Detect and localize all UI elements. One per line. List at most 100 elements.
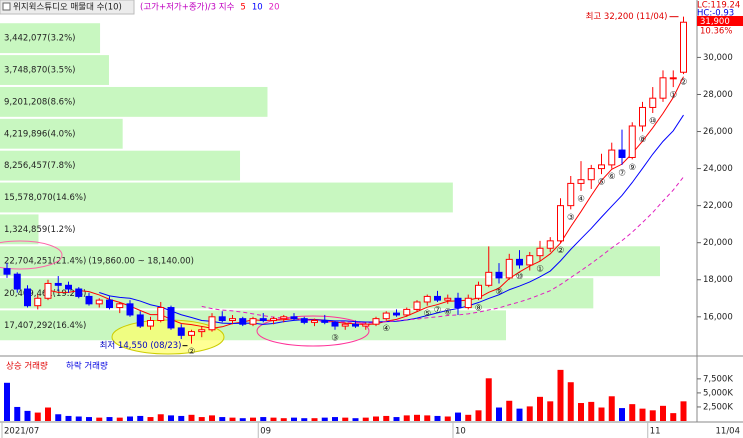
volume-bar (414, 414, 420, 421)
price-change: 10.36% (700, 27, 732, 37)
rank-marker: ③ (331, 333, 339, 343)
candle-body (475, 284, 482, 299)
volume-bar (383, 415, 390, 421)
candle-body (618, 149, 626, 158)
rank-marker: ④ (382, 324, 390, 334)
highlight (256, 315, 370, 347)
legend-entry: 5 (240, 3, 245, 13)
candle-body (526, 255, 534, 266)
profile-bar (0, 86, 268, 117)
last-date: 11/04 (716, 427, 741, 437)
volume-bar (301, 418, 308, 421)
candle-body (85, 295, 93, 305)
rank-marker: ① (669, 91, 677, 101)
candle-body (136, 314, 144, 327)
candle-body (464, 297, 472, 309)
volume-bar (660, 405, 666, 421)
volume-bar (475, 410, 482, 421)
volume-bar (106, 417, 113, 421)
volume-bar (680, 401, 687, 421)
volume-bar (373, 416, 379, 421)
candle-body (229, 318, 236, 322)
volume-bar (14, 406, 21, 421)
candle-body (167, 307, 175, 329)
candle-body (536, 247, 544, 257)
volume-bar (157, 414, 164, 421)
lc-label: LC:119.24 (697, 1, 740, 11)
volume-bar (649, 410, 656, 421)
candle-body (331, 321, 339, 327)
candle-body (516, 258, 523, 266)
rank-marker: ④ (577, 194, 585, 204)
volume-bar (137, 415, 144, 421)
volume-bar (588, 401, 595, 421)
rank-marker: ⑥ (444, 307, 452, 317)
volume-bar (670, 413, 677, 421)
legend-entry: 20 (269, 3, 280, 13)
candle-body (24, 288, 31, 307)
candle-body (362, 323, 370, 327)
x-tick-label: 2021/07 (4, 427, 39, 437)
rank-marker: ⑧ (639, 135, 647, 145)
y-tick-label: 24,000 (703, 164, 733, 174)
volume-bar (116, 417, 123, 421)
rank-marker: ② (557, 246, 565, 256)
candle-body (659, 77, 667, 99)
volume-bar (24, 410, 31, 421)
candle-body (106, 299, 113, 309)
volume-bar (188, 414, 195, 421)
rank-marker: ⑩ (649, 117, 657, 127)
volume-bar (229, 417, 236, 421)
candle-body (454, 297, 462, 309)
volume-bar (393, 417, 400, 421)
candle-body (34, 297, 42, 307)
candle-body (423, 295, 431, 303)
volume-bar (219, 417, 226, 421)
candle-body (249, 318, 257, 325)
candle-body (126, 303, 134, 316)
title-box (0, 0, 135, 15)
candle-body (352, 323, 359, 327)
profile-bar (0, 23, 101, 54)
y-tick-label: 28,000 (703, 90, 733, 100)
y-tick-label: 30,000 (703, 53, 733, 63)
volume-bar (516, 408, 523, 421)
x-tick-label: 10 (455, 427, 466, 437)
candle-body (259, 318, 267, 322)
volume-bar (424, 415, 431, 421)
volume-profile: 17,407,292(16.4%)20,409,461(19.2%)22,704… (0, 23, 660, 341)
volume-bar (403, 415, 410, 421)
candle-body (54, 282, 62, 286)
volume-up-legend: 상승 거래량 (6, 361, 48, 372)
candle-body (3, 268, 11, 275)
candle-body (157, 307, 165, 322)
rank-marker: ⑧ (475, 304, 483, 314)
hc-label: HC:-0.93 (697, 9, 734, 19)
volume-bar (485, 378, 492, 421)
candle-body (116, 303, 124, 309)
ma-label: (고가+저가+종가)/3 지수 (140, 3, 235, 13)
rank-marker: ② (680, 78, 688, 88)
y-tick-label: 22,000 (703, 201, 733, 211)
volume-bar (578, 403, 584, 421)
profile-range: (19,860.00 ~ 18,140.00) (88, 257, 194, 267)
volume-tick-label: 2,500K (703, 402, 733, 412)
candle-body (505, 258, 513, 279)
x-tick-label: 09 (260, 427, 271, 437)
rank-marker: ③ (567, 213, 575, 223)
rank-marker: ⑦ (618, 168, 626, 178)
profile-label: 3,748,870(3.5%) (4, 66, 76, 76)
volume-bar (260, 417, 267, 421)
candle-body (444, 297, 452, 301)
candle-body (413, 301, 421, 310)
candle-body (188, 331, 195, 336)
volume-bar (547, 401, 554, 421)
profile-label: 3,442,077(3.2%) (4, 34, 76, 44)
profile-label: 8,256,457(7.8%) (4, 161, 76, 171)
candle-body (321, 320, 329, 323)
volume-bar (55, 414, 62, 421)
volume-bar (270, 417, 277, 421)
volume-bar (178, 415, 185, 421)
